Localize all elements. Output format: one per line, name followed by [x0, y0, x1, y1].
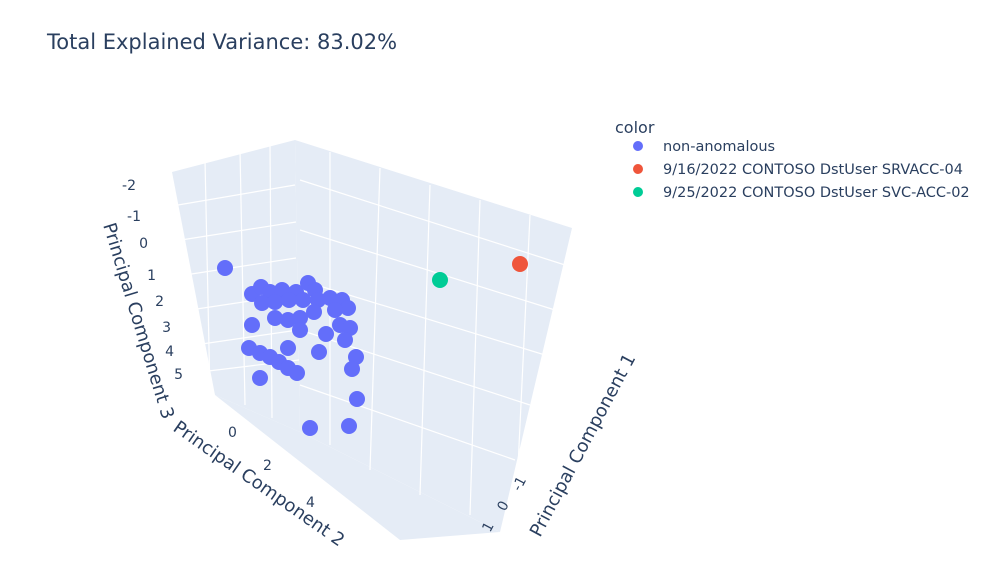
- point-non-anomalous[interactable]: [327, 302, 343, 318]
- point-svc-acc-02[interactable]: [432, 272, 448, 288]
- legend-item[interactable]: non-anomalous: [633, 139, 775, 155]
- point-non-anomalous[interactable]: [267, 294, 283, 310]
- gridline: [514, 214, 531, 531]
- legend-label: 9/25/2022 CONTOSO DstUser SVC-ACC-02: [663, 185, 970, 201]
- legend-marker: [633, 164, 643, 174]
- legend-title: color: [615, 118, 655, 137]
- point-non-anomalous[interactable]: [267, 310, 283, 326]
- gridline: [194, 329, 299, 346]
- point-non-anomalous[interactable]: [280, 312, 296, 328]
- legend-label: 9/16/2022 CONTOSO DstUser SRVACC-04: [663, 162, 963, 178]
- point-non-anomalous[interactable]: [244, 317, 260, 333]
- y-tick-label: 0: [228, 425, 237, 441]
- legend-item[interactable]: 9/16/2022 CONTOSO DstUser SRVACC-04: [633, 162, 963, 178]
- legend-marker: [633, 141, 643, 151]
- legend-label: non-anomalous: [663, 139, 775, 155]
- y-tick-label: 2: [263, 458, 272, 474]
- point-non-anomalous[interactable]: [289, 365, 305, 381]
- legend[interactable]: color non-anomalous 9/16/2022 CONTOSO Dst…: [615, 118, 970, 201]
- z-tick-label: -2: [122, 178, 136, 194]
- gridline: [419, 184, 431, 496]
- z-tick-label: 0: [139, 236, 148, 252]
- z-tick-label: -1: [127, 209, 141, 225]
- gridline: [369, 167, 381, 471]
- y-axis-ticks: 0 2 4: [228, 425, 315, 511]
- point-non-anomalous[interactable]: [292, 310, 308, 326]
- gridline: [239, 149, 246, 406]
- gridline: [299, 384, 516, 461]
- x-tick-label: -1: [509, 474, 530, 494]
- point-non-anomalous[interactable]: [217, 260, 233, 276]
- scene-3d[interactable]: 54 3 2 1 0 -1 -2 0 2 4 -1 0 1: [122, 140, 572, 540]
- point-non-anomalous[interactable]: [318, 326, 334, 342]
- gridline: [204, 159, 211, 396]
- point-non-anomalous[interactable]: [292, 322, 308, 338]
- point-non-anomalous[interactable]: [344, 361, 360, 377]
- legend-item[interactable]: 9/25/2022 CONTOSO DstUser SVC-ACC-02: [633, 185, 970, 201]
- chart-title: Total Explained Variance: 83.02%: [46, 30, 397, 54]
- z-tick-label: 4: [165, 344, 174, 360]
- point-non-anomalous[interactable]: [252, 370, 268, 386]
- point-non-anomalous[interactable]: [342, 320, 358, 336]
- point-non-anomalous[interactable]: [341, 418, 357, 434]
- point-non-anomalous[interactable]: [349, 391, 365, 407]
- z-axis-ticks: 54 3 2 1 0 -1 -2: [122, 178, 183, 383]
- gridline: [269, 143, 273, 419]
- back-right-pane: [295, 140, 572, 532]
- x-axis-title: Principal Component 1: [526, 350, 640, 540]
- z-tick-label: 1: [147, 268, 156, 284]
- point-srvacc-04[interactable]: [512, 256, 528, 272]
- data-points: [217, 256, 528, 436]
- point-non-anomalous[interactable]: [254, 295, 270, 311]
- y-tick-label: 4: [306, 495, 315, 511]
- point-non-anomalous[interactable]: [302, 420, 318, 436]
- point-non-anomalous[interactable]: [280, 340, 296, 356]
- gridline: [177, 184, 296, 206]
- point-non-anomalous[interactable]: [322, 290, 338, 306]
- gridline: [299, 229, 556, 311]
- z-tick-label: 5: [174, 367, 183, 383]
- point-non-anomalous[interactable]: [295, 292, 311, 308]
- floor-pane: [215, 395, 500, 540]
- gridline: [184, 257, 297, 276]
- gridline: [299, 179, 566, 266]
- gridline: [469, 199, 481, 516]
- z-tick-label: 2: [155, 294, 164, 310]
- gridline: [180, 221, 297, 241]
- legend-marker: [633, 187, 643, 197]
- point-non-anomalous[interactable]: [340, 300, 356, 316]
- point-non-anomalous[interactable]: [281, 292, 297, 308]
- z-tick-label: 3: [162, 320, 171, 336]
- point-non-anomalous[interactable]: [337, 332, 353, 348]
- point-non-anomalous[interactable]: [306, 304, 322, 320]
- point-non-anomalous[interactable]: [311, 344, 327, 360]
